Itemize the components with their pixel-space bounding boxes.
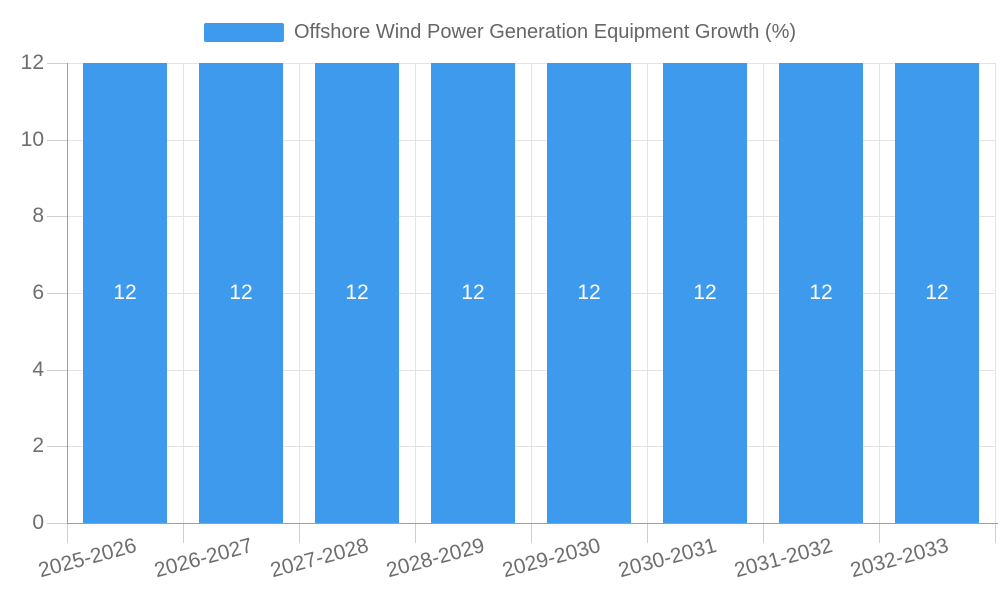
x-axis-tick bbox=[67, 523, 68, 543]
y-axis-tick bbox=[47, 63, 67, 64]
bar-value-label: 12 bbox=[693, 281, 717, 304]
bar-value-label: 12 bbox=[461, 281, 485, 304]
bar-2028-2029[interactable]: 12 bbox=[431, 63, 515, 523]
bar-value-label: 12 bbox=[577, 281, 601, 304]
bar-2031-2032[interactable]: 12 bbox=[779, 63, 863, 523]
y-axis-tick bbox=[47, 446, 67, 448]
y-axis-tick bbox=[47, 216, 67, 218]
x-gridline bbox=[763, 63, 764, 523]
y-axis-label: 4 bbox=[32, 357, 44, 381]
x-gridline bbox=[299, 63, 300, 523]
x-axis-tick bbox=[531, 523, 532, 543]
bar-value-label: 12 bbox=[229, 281, 253, 304]
x-axis-line bbox=[67, 523, 998, 524]
y-axis-tick bbox=[47, 139, 67, 141]
x-axis-tick bbox=[183, 523, 184, 543]
y-axis-tick bbox=[47, 523, 67, 524]
y-axis-label: 12 bbox=[20, 51, 44, 74]
x-axis-tick bbox=[763, 523, 764, 543]
y-axis-tick bbox=[47, 293, 67, 294]
bar-2026-2027[interactable]: 12 bbox=[199, 63, 283, 523]
x-axis-tick bbox=[995, 523, 996, 543]
legend-label: Offshore Wind Power Generation Equipment… bbox=[293, 21, 797, 43]
x-gridline bbox=[415, 63, 416, 523]
bar-2032-2033[interactable]: 12 bbox=[895, 63, 979, 523]
legend-swatch-icon bbox=[203, 22, 284, 42]
x-gridline bbox=[879, 63, 880, 523]
bar-2030-2031[interactable]: 12 bbox=[663, 63, 747, 523]
bar-2029-2030[interactable]: 12 bbox=[547, 63, 631, 523]
y-axis-label: 8 bbox=[32, 204, 44, 228]
x-gridline bbox=[995, 63, 996, 523]
x-axis-tick bbox=[879, 523, 880, 543]
y-axis-label: 10 bbox=[20, 127, 44, 151]
x-gridline bbox=[183, 63, 184, 523]
x-axis-tick bbox=[415, 523, 416, 543]
bar-value-label: 12 bbox=[113, 281, 137, 304]
y-axis-label: 2 bbox=[32, 434, 44, 458]
y-axis-label: 6 bbox=[32, 281, 44, 304]
bar-value-label: 12 bbox=[925, 281, 949, 304]
x-gridline bbox=[647, 63, 648, 523]
x-gridline bbox=[531, 63, 532, 523]
legend[interactable]: Offshore Wind Power Generation Equipment… bbox=[203, 21, 797, 43]
bar-value-label: 12 bbox=[345, 281, 369, 304]
x-axis-tick bbox=[299, 523, 300, 543]
bar-value-label: 12 bbox=[809, 281, 833, 304]
y-axis-tick bbox=[47, 369, 67, 371]
bar-2025-2026[interactable]: 12 bbox=[83, 63, 167, 523]
y-axis-label: 0 bbox=[32, 511, 44, 534]
x-axis-tick bbox=[647, 523, 648, 543]
bar-2027-2028[interactable]: 12 bbox=[315, 63, 399, 523]
y-axis-line bbox=[67, 63, 68, 523]
